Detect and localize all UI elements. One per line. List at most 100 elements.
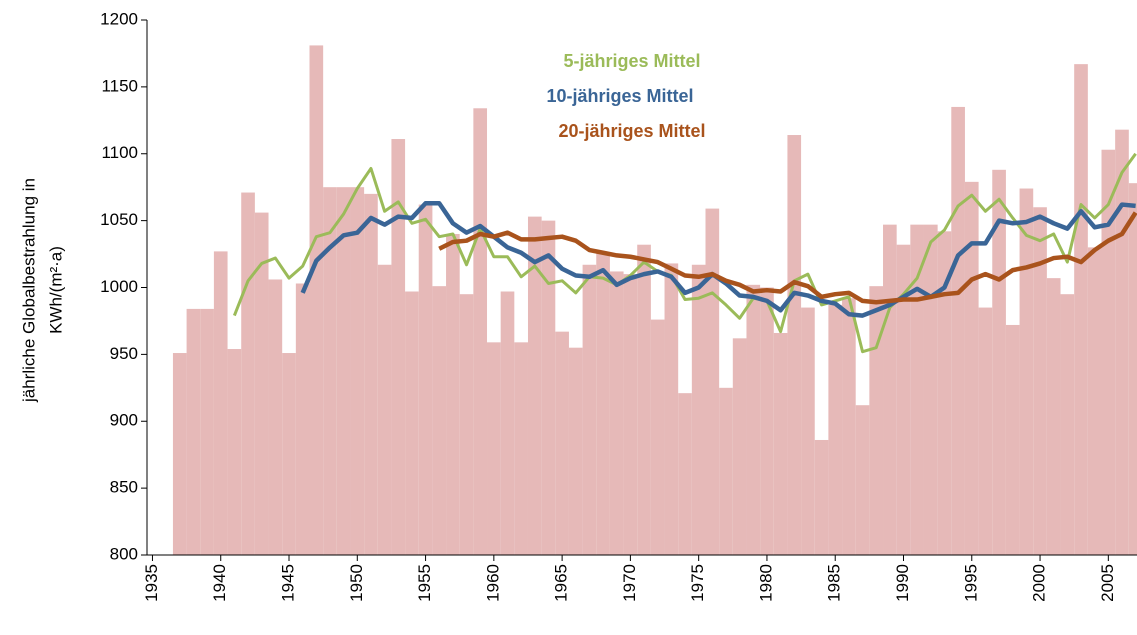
bar <box>883 224 897 555</box>
bar <box>842 298 856 555</box>
bar <box>650 319 665 555</box>
bar <box>391 139 406 555</box>
bar <box>487 342 501 555</box>
x-tick-label: 1970 <box>620 564 639 602</box>
bar <box>227 349 242 555</box>
bar <box>254 212 269 555</box>
bar <box>1101 149 1116 556</box>
bar <box>923 224 938 555</box>
line <box>232 152 1137 354</box>
bar <box>309 45 324 555</box>
bar <box>760 287 774 555</box>
x-tick-label: 1995 <box>961 564 980 602</box>
bar <box>664 263 679 555</box>
bar <box>814 439 829 555</box>
bar <box>746 284 761 555</box>
x-tick-label: 1960 <box>483 564 502 602</box>
bar <box>500 291 515 555</box>
y-tick-label: 900 <box>110 411 138 430</box>
bar <box>1019 188 1034 555</box>
bar <box>541 220 556 555</box>
bar <box>514 342 528 555</box>
bar <box>527 216 542 556</box>
legend-entry: 5-jähriges Mittel <box>563 51 700 71</box>
bar <box>418 204 433 555</box>
bar <box>787 135 802 555</box>
bar <box>1074 64 1088 555</box>
legend-entry: 10-jähriges Mittel <box>546 86 693 106</box>
bar <box>964 181 979 555</box>
y-tick-label: 1100 <box>101 143 138 162</box>
x-tick-label: 2005 <box>1098 564 1117 602</box>
bar <box>336 187 351 555</box>
x-tick-label: 1965 <box>552 564 571 602</box>
bar <box>377 264 392 555</box>
y-tick-label: 950 <box>110 344 138 363</box>
bar <box>732 338 747 555</box>
bar <box>1128 183 1137 556</box>
bar <box>637 244 651 555</box>
bar <box>459 294 474 555</box>
bar <box>1046 278 1061 555</box>
y-tick-label: 850 <box>110 478 138 497</box>
bar <box>282 353 296 555</box>
y-tick-label: 1000 <box>100 277 138 296</box>
bar <box>268 279 283 555</box>
y-tick-label: 800 <box>110 544 138 563</box>
bar <box>910 224 924 555</box>
bar <box>172 353 187 555</box>
bar <box>596 252 610 555</box>
bar <box>555 331 569 555</box>
bar <box>364 193 378 555</box>
bar <box>295 283 310 555</box>
bar <box>828 304 843 555</box>
bar <box>323 187 337 555</box>
bar <box>609 271 624 555</box>
y-axis-title: KWh/(m²·a) <box>46 246 65 334</box>
bar <box>432 286 447 555</box>
x-tick-label: 1935 <box>142 564 161 602</box>
bar <box>719 387 733 555</box>
bar <box>937 231 952 555</box>
bar <box>801 307 815 555</box>
x-tick-label: 1955 <box>415 564 434 602</box>
y-tick-label: 1150 <box>101 76 138 95</box>
bar <box>978 307 993 555</box>
bar <box>855 405 870 555</box>
bar <box>773 332 788 555</box>
x-tick-label: 1985 <box>825 564 844 602</box>
bar <box>350 187 365 555</box>
bar <box>896 244 911 555</box>
bar <box>1005 324 1020 555</box>
bar <box>691 264 706 555</box>
x-tick-label: 1940 <box>210 564 229 602</box>
bar <box>568 347 583 555</box>
bar <box>623 274 638 555</box>
bar <box>473 108 488 556</box>
x-tick-label: 1950 <box>347 564 366 602</box>
bar <box>582 264 597 555</box>
y-tick-label: 1050 <box>100 210 138 229</box>
x-tick-label: 1990 <box>893 564 912 602</box>
x-tick-label: 1975 <box>688 564 707 602</box>
y-tick-label: 1200 <box>100 9 138 28</box>
bar <box>186 308 201 555</box>
legend-entry: 20-jähriges Mittel <box>558 121 705 141</box>
bar <box>1033 207 1047 555</box>
bar <box>992 169 1006 556</box>
line <box>438 211 1137 305</box>
bar <box>1060 294 1075 555</box>
bar <box>446 234 460 555</box>
x-tick-label: 2000 <box>1030 564 1049 602</box>
bar <box>405 291 419 555</box>
bar <box>951 106 965 555</box>
bar <box>241 192 255 555</box>
bar <box>678 393 692 555</box>
bar <box>1115 129 1129 556</box>
bar <box>213 251 228 555</box>
bar <box>200 308 214 555</box>
x-tick-label: 1980 <box>756 564 775 602</box>
bar <box>1087 247 1102 555</box>
